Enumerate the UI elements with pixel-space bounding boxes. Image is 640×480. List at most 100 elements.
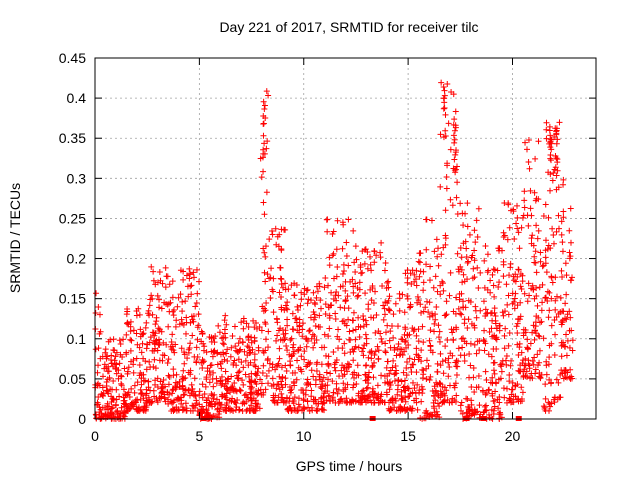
data-point [301,405,308,412]
data-point [471,227,478,234]
data-point [532,366,539,373]
data-point [418,358,425,365]
data-point [151,356,158,363]
data-point [500,385,507,392]
data-point [441,92,448,99]
data-point [492,388,499,395]
data-point [182,330,189,337]
data-point [281,226,288,233]
data-point [310,289,317,296]
data-point [109,404,116,411]
data-point [433,236,440,243]
data-point [306,327,313,334]
data-point [481,347,488,354]
data-point [468,384,475,391]
data-point [482,391,489,398]
data-point [541,404,548,411]
data-point [154,375,161,382]
data-point [384,279,391,286]
data-point [140,330,147,337]
data-point [404,275,411,282]
data-point [130,327,137,334]
data-point [196,392,203,399]
data-point [388,396,395,403]
y-tick-label: 0.25 [59,210,86,226]
data-point [200,358,207,365]
data-point [285,286,292,293]
data-point [306,407,313,414]
data-point [94,382,101,389]
data-point [268,382,275,389]
data-point [506,330,513,337]
data-point [356,279,363,286]
data-point [403,359,410,366]
data-point [196,388,203,395]
data-point [363,340,370,347]
data-point [263,189,270,196]
data-point [503,353,510,360]
data-point [282,280,289,287]
data-point [500,258,507,265]
data-point [175,407,182,414]
data-point [552,306,559,313]
data-point [553,172,560,179]
data-point [303,343,310,350]
data-point [470,265,477,272]
data-point [142,377,149,384]
data-point [473,350,480,357]
data-point [426,299,433,306]
data-point [310,373,317,380]
data-point [423,261,430,268]
data-point [131,400,138,407]
data-point [199,365,206,372]
data-point [437,282,444,289]
data-point [245,324,252,331]
data-point [403,372,410,379]
data-point [322,352,329,359]
data-point [125,402,132,409]
data-point [519,278,526,285]
data-point [320,374,327,381]
data-point [526,165,533,172]
data-point [256,405,263,412]
data-point [328,289,335,296]
data-point [359,269,366,276]
data-point [265,92,272,99]
data-point [290,341,297,348]
data-point [169,278,176,285]
data-point [172,386,179,393]
data-point [542,254,549,261]
data-point [138,371,145,378]
data-point [294,327,301,334]
data-point [500,312,507,319]
data-point [266,275,273,282]
data-point [524,298,531,305]
data-point [426,412,433,419]
data-point [531,336,538,343]
data-point [386,293,393,300]
data-point [375,391,382,398]
data-point [200,347,207,354]
data-point [262,253,269,260]
data-point [555,379,562,386]
data-point [491,267,498,274]
data-point [431,405,438,412]
data-point [295,347,302,354]
data-point [459,410,466,417]
data-point [296,316,303,323]
data-point [554,156,561,163]
data-point [341,320,348,327]
data-point [558,353,565,360]
data-point [521,362,528,369]
data-point [517,271,524,278]
data-point [518,224,525,231]
data-point [333,385,340,392]
data-point [437,131,444,138]
data-point [236,347,243,354]
data-point [282,362,289,369]
data-point [230,361,237,368]
data-point [437,183,444,190]
data-point [563,374,570,381]
data-point [450,308,457,315]
data-point [566,249,573,256]
